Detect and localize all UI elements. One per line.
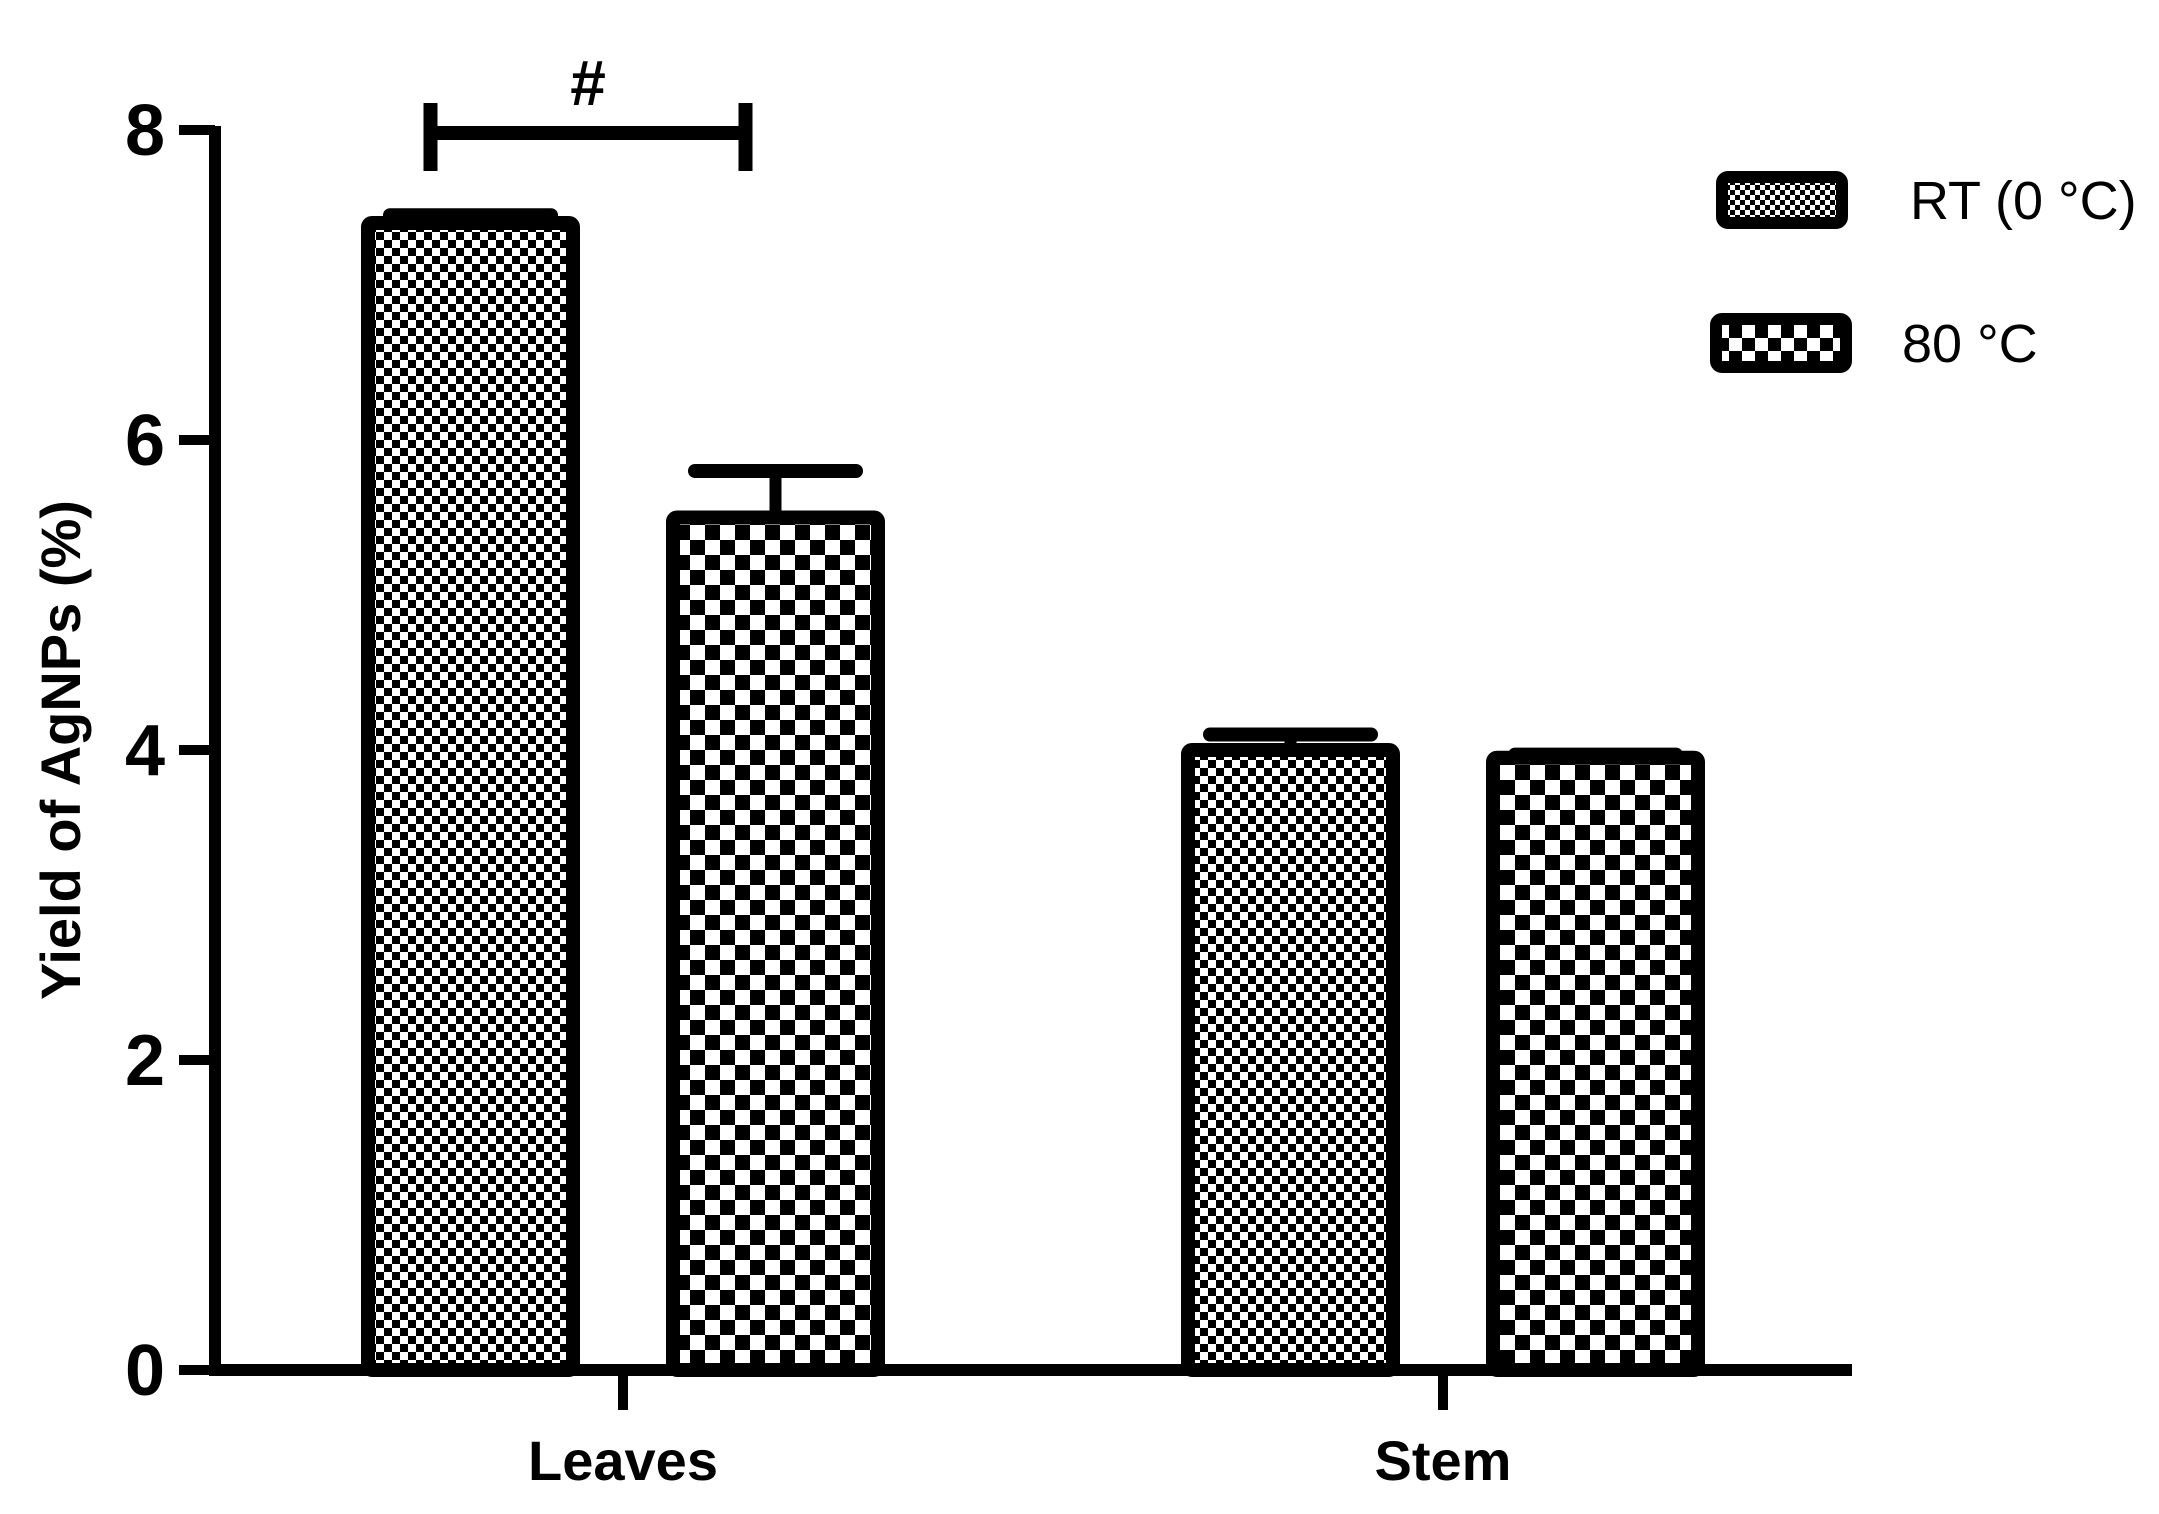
labels: 0 2 4 6 8 Yield of AgNPs (%) Leaves Stem [29, 91, 1511, 1492]
legend-item-1: 80 °C [1710, 313, 2038, 374]
bar-stem-series-1 [1486, 750, 1705, 1377]
y-tick-label: 4 [125, 711, 165, 791]
significance-label: # [570, 47, 606, 119]
legend-label-0: RT (0 °C) [1910, 171, 2137, 231]
annotations: # [423, 47, 753, 171]
y-tick-label: 0 [125, 1331, 165, 1411]
legend: RT (0 °C) 80 °C [1710, 171, 2137, 374]
legend-swatch-1 [1710, 313, 1852, 373]
x-tick-label-stem: Stem [1375, 1429, 1512, 1492]
significance-bracket: # [423, 47, 753, 171]
legend-swatch-0 [1716, 171, 1848, 229]
bar-leaves-series-1 [666, 510, 885, 1377]
y-tick-label: 6 [125, 401, 165, 481]
y-tick-label: 2 [125, 1021, 165, 1101]
bars [361, 208, 1705, 1377]
legend-item-0: RT (0 °C) [1716, 171, 2137, 231]
bar-leaves-series-0 [361, 216, 580, 1377]
y-axis-title: Yield of AgNPs (%) [29, 500, 92, 1000]
x-tick-label-leaves: Leaves [528, 1429, 718, 1492]
legend-label-1: 80 °C [1902, 314, 2038, 374]
y-tick-label: 8 [125, 91, 165, 171]
bar-stem-series-0 [1181, 743, 1400, 1377]
